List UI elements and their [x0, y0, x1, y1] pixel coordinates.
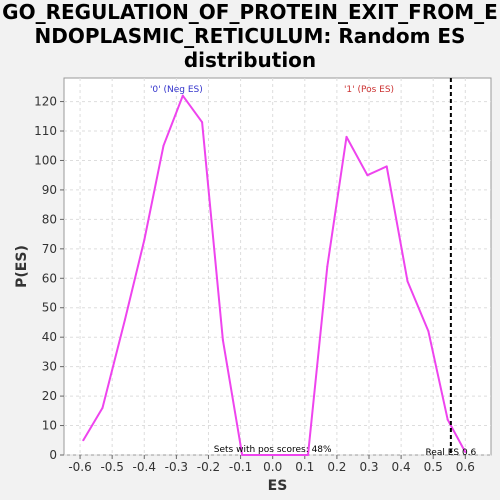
x-tick-label: -0.4 [133, 460, 156, 474]
axis-ticks: -0.6 -0.5 -0.4 -0.3 -0.2 -0.1 0.0 0.1 0.2 0.3 0.4 0… [34, 95, 475, 474]
y-tick-label: 70 [42, 242, 57, 256]
x-tick-label: -0.2 [197, 460, 220, 474]
plot-area [63, 77, 492, 456]
y-tick-label: 60 [42, 271, 57, 285]
grid-lines [64, 78, 491, 456]
x-tick-label: 0.2 [327, 460, 346, 474]
data-point [446, 418, 449, 421]
data-point [406, 280, 409, 283]
data-point [162, 144, 165, 147]
data-point [464, 451, 467, 454]
y-tick-label: 80 [42, 212, 57, 226]
pos-es-label: '1' (Pos ES) [344, 85, 394, 95]
x-tick-label: -0.6 [68, 460, 91, 474]
y-tick-label: 10 [42, 419, 57, 433]
real-es-label: Real ES 0.6 [425, 448, 476, 458]
data-point [124, 318, 126, 321]
x-tick-label: 0.1 [295, 460, 314, 474]
x-tick-label: 0.4 [392, 460, 411, 474]
es-distribution-line [82, 94, 467, 456]
y-tick-label: 100 [34, 153, 57, 167]
series-layer [82, 78, 467, 456]
chart-title: GO_REGULATION_OF_PROTEIN_EXIT_FROM_E NDO… [0, 0, 500, 72]
x-tick-label: -0.5 [100, 460, 123, 474]
data-point [427, 330, 430, 333]
y-tick-label: 30 [42, 360, 57, 374]
data-point [241, 454, 244, 456]
y-tick-label: 110 [34, 124, 57, 138]
data-point [101, 406, 104, 409]
y-tick-label: 120 [34, 95, 57, 109]
y-axis-label: P(ES) [14, 245, 30, 288]
x-tick-label: -0.3 [165, 460, 188, 474]
chart-title-line-1: GO_REGULATION_OF_PROTEIN_EXIT_FROM_E [2, 0, 498, 24]
y-tick-label: 40 [42, 330, 57, 344]
data-point [181, 94, 184, 97]
x-tick-label: 0.0 [263, 460, 282, 474]
x-tick-label: 0.5 [424, 460, 443, 474]
y-tick-label: 0 [49, 448, 57, 462]
x-tick-label: 0.6 [456, 460, 475, 474]
y-tick-label: 50 [42, 301, 57, 315]
neg-es-label: '0' (Neg ES) [150, 85, 203, 95]
data-point [221, 339, 224, 342]
data-point [82, 439, 85, 442]
data-point [143, 238, 146, 241]
chart-title-line-3: distribution [183, 48, 317, 72]
annotation-layer: '0' (Neg ES) '1' (Pos ES) Sets with pos … [150, 85, 477, 458]
y-tick-label: 20 [42, 389, 57, 403]
x-tick-label: 0.3 [359, 460, 378, 474]
data-point [326, 265, 329, 268]
x-tick-label: -0.1 [229, 460, 252, 474]
data-point [385, 165, 388, 168]
y-tick-label: 90 [42, 183, 57, 197]
data-point [345, 135, 348, 138]
data-point [366, 174, 369, 177]
chart-title-line-2: NDOPLASMIC_RETICULUM: Random ES [34, 24, 466, 48]
data-point [307, 454, 309, 456]
x-axis-label: ES [268, 478, 288, 494]
pos-scores-label: Sets with pos scores: 48% [214, 445, 332, 455]
data-point [201, 121, 204, 124]
